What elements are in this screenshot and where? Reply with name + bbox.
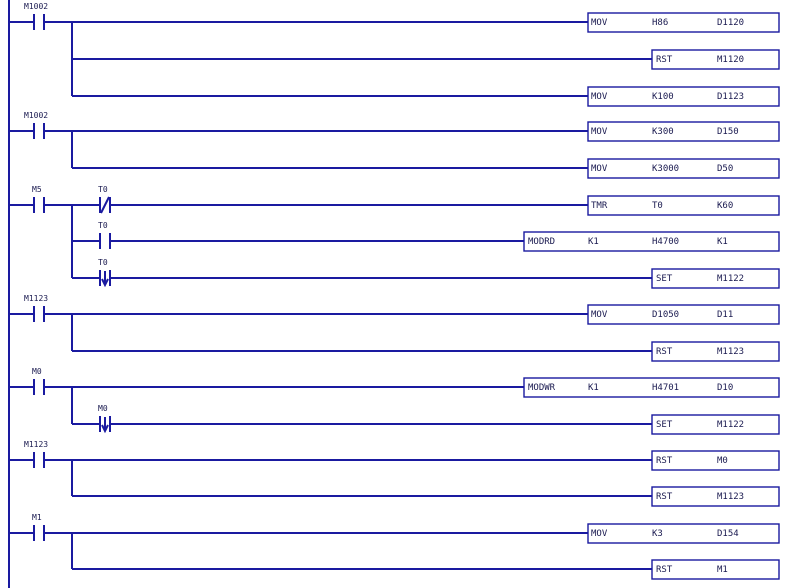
instruction-opcode: MOV <box>591 310 608 320</box>
normally-open-contact <box>33 14 45 30</box>
instruction-block: RST M1123 <box>651 486 780 507</box>
falling-edge-contact <box>99 270 111 288</box>
normally-open-contact <box>33 452 45 468</box>
instruction-opcode: TMR <box>591 201 608 211</box>
instruction-block: RST M1120 <box>651 49 780 70</box>
falling-edge-contact <box>99 416 111 434</box>
instruction-opcode: MODRD <box>528 237 555 247</box>
instruction-opcode: MOV <box>591 92 608 102</box>
contact-label: M0 <box>32 367 42 376</box>
contact-label: M1002 <box>24 111 48 120</box>
instruction-opcode: SET <box>656 274 673 284</box>
instruction-operand: H4700 <box>652 237 679 247</box>
instruction-opcode: RST <box>656 565 673 575</box>
rung: M1123 MOV D1050 D11 RST M1123 <box>9 294 780 362</box>
normally-open-contact <box>99 233 111 249</box>
instruction-operand: K1 <box>588 383 599 393</box>
instruction-block: MODRD K1 H4700 K1 <box>523 231 780 252</box>
contact-label: T0 <box>98 221 108 230</box>
instruction-opcode: MOV <box>591 164 608 174</box>
rung: M1 MOV K3 D154 RST M1 <box>9 513 780 580</box>
normally-open-contact <box>33 525 45 541</box>
instruction-operand: D154 <box>717 529 739 539</box>
instruction-operand: T0 <box>652 201 663 211</box>
instruction-block: MOV K300 D150 <box>587 121 780 142</box>
instruction-operand: K3 <box>652 529 663 539</box>
instruction-operand: M1 <box>717 565 728 575</box>
instruction-operand: H4701 <box>652 383 679 393</box>
instruction-operand: H86 <box>652 18 668 28</box>
instruction-operand: D1050 <box>652 310 679 320</box>
instruction-operand: K1 <box>588 237 599 247</box>
instruction-block: TMR T0 K60 <box>587 195 780 216</box>
instruction-block: RST M1123 <box>651 341 780 362</box>
contact-label: M5 <box>32 185 42 194</box>
contact-label: T0 <box>98 185 108 194</box>
instruction-operand: M1123 <box>717 492 744 502</box>
rung: M5 T0 TMR T0 K60 T0 MODRD K1 H4700 K1 T0 SET M1122 <box>9 185 780 289</box>
instruction-opcode: SET <box>656 420 673 430</box>
instruction-operand: M1120 <box>717 55 744 65</box>
instruction-opcode: RST <box>656 456 673 466</box>
instruction-operand: D1120 <box>717 18 744 28</box>
normally-open-contact <box>33 123 45 139</box>
instruction-operand: K100 <box>652 92 674 102</box>
instruction-operand: D50 <box>717 164 733 174</box>
contact-label: M0 <box>98 404 108 413</box>
instruction-operand: D150 <box>717 127 739 137</box>
instruction-operand: K3000 <box>652 164 679 174</box>
rung: M1002 MOV H86 D1120 RST M1120 MOV K100 D1123 <box>9 2 780 107</box>
instruction-opcode: RST <box>656 347 673 357</box>
instruction-block: RST M0 <box>651 450 780 471</box>
rung: M0 MODWR K1 H4701 D10 M0 SET M1122 <box>9 367 780 435</box>
instruction-operand: K300 <box>652 127 674 137</box>
instruction-opcode: MOV <box>591 127 608 137</box>
instruction-block: RST M1 <box>651 559 780 580</box>
instruction-block: SET M1122 <box>651 268 780 289</box>
rung: M1002 MOV K300 D150 MOV K3000 D50 <box>9 111 780 179</box>
instruction-opcode: RST <box>656 492 673 502</box>
instruction-operand: M1122 <box>717 420 744 430</box>
instruction-operand: D1123 <box>717 92 744 102</box>
instruction-block: SET M1122 <box>651 414 780 435</box>
instruction-opcode: MOV <box>591 529 608 539</box>
instruction-block: MOV K100 D1123 <box>587 86 780 107</box>
instruction-operand: M1122 <box>717 274 744 284</box>
instruction-operand: D11 <box>717 310 733 320</box>
instruction-block: MOV K3 D154 <box>587 523 780 544</box>
instruction-block: MOV H86 D1120 <box>587 12 780 33</box>
contact-label: M1 <box>32 513 42 522</box>
rung: M1123 RST M0 RST M1123 <box>9 440 780 507</box>
instruction-block: MOV D1050 D11 <box>587 304 780 325</box>
instruction-block: MODWR K1 H4701 D10 <box>523 377 780 398</box>
instruction-operand: M0 <box>717 456 728 466</box>
contact-label: T0 <box>98 258 108 267</box>
normally-closed-contact <box>99 196 111 214</box>
instruction-operand: K60 <box>717 201 733 211</box>
normally-open-contact <box>33 379 45 395</box>
instruction-opcode: MODWR <box>528 383 556 393</box>
instruction-operand: D10 <box>717 383 733 393</box>
contact-label: M1002 <box>24 2 48 11</box>
normally-open-contact <box>33 306 45 322</box>
instruction-operand: M1123 <box>717 347 744 357</box>
contact-label: M1123 <box>24 294 48 303</box>
contact-label: M1123 <box>24 440 48 449</box>
instruction-opcode: RST <box>656 55 673 65</box>
instruction-operand: K1 <box>717 237 728 247</box>
instruction-opcode: MOV <box>591 18 608 28</box>
normally-open-contact <box>33 197 45 213</box>
instruction-block: MOV K3000 D50 <box>587 158 780 179</box>
